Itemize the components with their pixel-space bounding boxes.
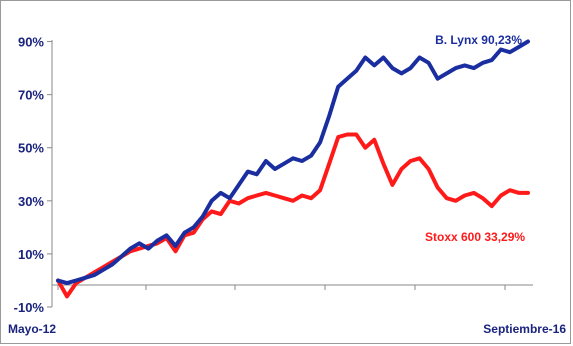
y-tick-label: 50% [18,141,44,156]
series-lines [56,39,530,299]
axes [51,40,533,307]
series-label-stoxx-600: Stoxx 600 33,29% [425,230,525,244]
series-line-stoxx-600 [56,132,530,299]
x-start-label: Mayo-12 [8,322,56,336]
y-tick-label: -10% [14,300,45,315]
y-ticks: -10% 10% 30% 50% 70% 90% [14,35,52,315]
x-ticks [57,285,506,290]
series-line-b-lynx [56,39,530,286]
y-tick-label: 90% [18,35,44,50]
x-end-label: Septiembre-16 [483,322,566,336]
series-label-b-lynx: B. Lynx 90,23% [435,33,522,47]
y-tick-label: 10% [18,247,44,262]
y-tick-label: 30% [18,194,44,209]
y-tick-label: 70% [18,88,44,103]
